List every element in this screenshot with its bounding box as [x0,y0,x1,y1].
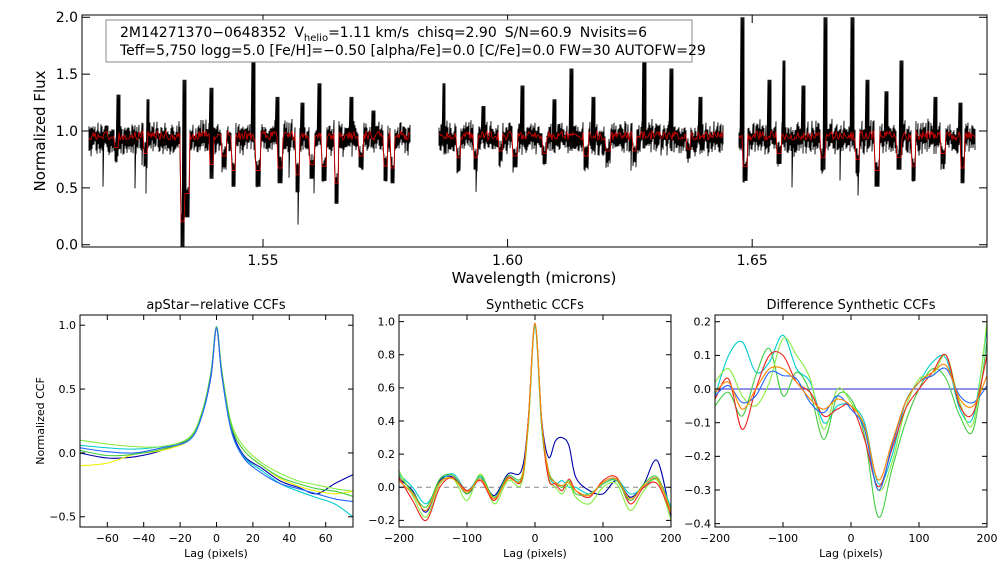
synthetic-ccf-x-tick-label: 0 [532,532,539,545]
difference-ccf-y-tick-label: −0.4 [684,517,711,530]
synthetic-ccf-x-tick-label: −100 [452,532,482,545]
difference-ccf-series-2 [714,341,988,518]
synthetic-ccf-frame [398,314,672,528]
vhelio-subscript: helio [304,33,328,44]
difference-ccf-x-tick-label: −200 [700,532,730,545]
spectrum-x-tick-label: 1.65 [737,253,768,269]
spectrum-x-axis-label: Wavelength (microns) [452,269,617,287]
apstar-ccf-x-tick-label: 60 [319,532,333,545]
synthetic-ccf-y-tick-label: −0.2 [368,514,395,527]
apstar-ccf-x-axis-label: Lag (pixels) [184,547,248,560]
synthetic-ccf-title: Synthetic CCFs [486,298,584,313]
vhelio-prefix: V [294,25,304,41]
apstar-ccf-frame [79,314,354,528]
apstar-ccf-series-1 [79,328,354,495]
difference-ccf-y-tick-label: 0.1 [694,349,712,362]
apstar-ccf-y-tick-label: 0.0 [59,447,77,460]
difference-ccf-y-tick-label: −0.3 [684,484,711,497]
synthetic-ccf-y-tick-label: 1.0 [378,315,396,328]
star-id: 2M14271370−0648352 [120,25,286,41]
synthetic-ccf-ticks: −200 −100 0 100 200 −0.2 0.0 0.2 0.4 0.6 0.8 1.0 [368,315,682,545]
synthetic-ccf-series-3 [398,324,672,521]
info-line-1: 2M14271370−0648352 Vhelio=1.11 km/s chisq=… [120,25,647,44]
info-line-2: Teff=5,750 logg=5.0 [Fe/H]=−0.50 [alpha/… [119,43,706,59]
apstar-ccf-ticks: −60 −40 −20 0 20 40 60 −0.5 0.0 0.5 1.0 [49,315,353,545]
spectrum-y-axis-label: Normalized Flux [31,70,49,191]
difference-ccf-y-tick-label: 0.2 [694,316,712,329]
apstar-ccf-x-tick-label: −20 [168,532,191,545]
difference-ccf-y-tick-label: −0.1 [684,417,711,430]
difference-ccf-x-tick-label: 100 [909,532,930,545]
apstar-ccf-series-2 [79,327,354,518]
difference-ccf-y-tick-label: −0.2 [684,450,711,463]
spectrum-y-tick-label: 2.0 [56,10,78,26]
difference-ccf-x-tick-label: 0 [848,532,855,545]
difference-ccf-panel: −200 −100 0 100 200 −0.4 −0.3 −0.2 −0.1 0.0 0.1 0.2… [684,298,997,560]
info-annotation-box: 2M14271370−0648352 Vhelio=1.11 km/s chisq=… [105,19,706,63]
snr-value: S/N=60.9 [505,25,572,41]
synthetic-ccf-x-tick-label: −200 [384,532,414,545]
apstar-ccf-series-5 [79,325,354,497]
spectrum-panel: 1.55 1.60 1.65 0.0 0.5 1.0 1.5 2.0 Wavelength (… [31,10,988,287]
apstar-ccf-data [79,325,354,518]
model-spectrum-chip-1 [88,129,411,223]
spectrum-y-tick-label: 1.5 [56,67,78,83]
synthetic-ccf-x-tick-label: 100 [593,532,614,545]
synthetic-ccf-x-axis-label: Lag (pixels) [503,547,567,560]
spectrum-y-tick-label: 1.0 [56,124,78,140]
synthetic-ccf-series-6 [398,322,672,513]
apstar-ccf-x-tick-label: 40 [282,532,296,545]
spectrum-y-tick-label: 0.5 [56,181,78,197]
difference-ccf-series-6 [714,363,988,481]
difference-ccf-y-tick-label: 0.0 [694,383,712,396]
spectrum-y-tick-label: 0.0 [56,238,78,254]
synthetic-ccf-y-tick-label: 0.8 [378,349,396,362]
difference-ccf-x-tick-label: −100 [768,532,798,545]
vhelio-value: =1.11 km/s [328,25,409,41]
apstar-ccf-series-4 [79,328,354,495]
apstar-ccf-x-tick-label: 0 [213,532,220,545]
model-spectrum-chip-3 [738,129,976,171]
apstar-ccf-series-3 [79,325,354,492]
model-spectrum-chip-2 [438,129,724,159]
nvisits-value: Nvisits=6 [580,25,647,41]
chisq-value: chisq=2.90 [417,25,497,41]
synthetic-ccf-y-tick-label: 0.6 [378,382,396,395]
apstar-ccf-series-6 [79,327,354,503]
apstar-ccf-x-tick-label: −60 [96,532,119,545]
synthetic-ccf-series-4 [398,322,672,522]
apstar-ccf-y-axis-label: Normalized CCF [34,377,47,465]
apstar-ccf-panel: −60 −40 −20 0 20 40 60 −0.5 0.0 0.5 1.0 apStar−rel… [34,298,354,560]
synthetic-ccf-data [398,322,672,522]
spectrum-ticks: 1.55 1.60 1.65 0.0 0.5 1.0 1.5 2.0 [56,10,987,269]
synthetic-ccf-x-tick-label: 200 [661,532,682,545]
synthetic-ccf-y-tick-label: 0.0 [378,481,396,494]
apstar-ccf-title: apStar−relative CCFs [146,298,286,313]
synthetic-ccf-panel: −200 −100 0 100 200 −0.2 0.0 0.2 0.4 0.6 0.8 1.0 Sy… [368,298,681,560]
apstar-ccf-y-tick-label: 1.0 [59,319,77,332]
spectrum-data [88,17,976,248]
observed-spectrum-chip-1 [88,51,411,248]
difference-ccf-frame [714,314,988,528]
apstar-ccf-y-tick-label: −0.5 [49,511,76,524]
apstar-ccf-y-tick-label: 0.5 [59,383,77,396]
difference-ccf-x-tick-label: 200 [977,532,998,545]
spectrum-x-tick-label: 1.55 [247,253,278,269]
synthetic-ccf-y-tick-label: 0.4 [378,415,396,428]
difference-ccf-series-5 [714,367,988,491]
spectrum-x-tick-label: 1.60 [492,253,523,269]
difference-ccf-data [714,321,988,518]
apstar-ccf-x-tick-label: −40 [132,532,155,545]
difference-ccf-title: Difference Synthetic CCFs [766,298,935,313]
difference-ccf-x-axis-label: Lag (pixels) [819,547,883,560]
synthetic-ccf-y-tick-label: 0.2 [378,448,396,461]
apstar-ccf-x-tick-label: 20 [246,532,260,545]
difference-ccf-ticks: −200 −100 0 100 200 −0.4 −0.3 −0.2 −0.1 0.0 0.1 0.2 [684,315,998,545]
observed-spectrum-chip-3 [738,17,976,196]
info-box-frame [105,19,693,63]
